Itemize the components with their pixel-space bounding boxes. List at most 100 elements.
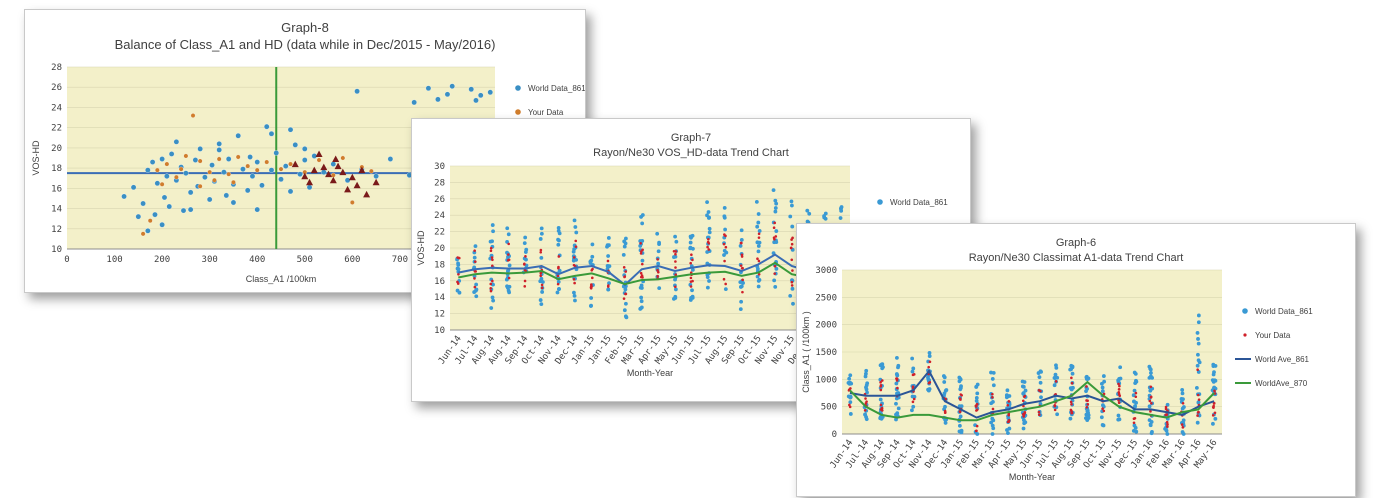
- data-point: [722, 215, 727, 220]
- data-point: [1055, 412, 1060, 417]
- data-point: [1212, 378, 1217, 383]
- data-point: [705, 275, 710, 280]
- data-point: [738, 307, 743, 312]
- data-point-your: [557, 255, 561, 258]
- data-point: [235, 133, 241, 139]
- data-point: [444, 91, 451, 98]
- legend-marker: [515, 109, 521, 115]
- data-point: [974, 385, 979, 389]
- legend-entry: World Data_861: [1255, 307, 1313, 316]
- data-point: [673, 287, 678, 292]
- data-point: [690, 267, 695, 272]
- data-point: [1211, 372, 1216, 377]
- x-tick-label: 600: [344, 255, 360, 265]
- data-point: [263, 123, 270, 130]
- data-point: [690, 233, 695, 238]
- data-point: [911, 366, 916, 371]
- data-point: [523, 235, 528, 240]
- data-point-your: [1148, 399, 1152, 403]
- data-point: [572, 293, 577, 298]
- data-point-triangle: [363, 190, 371, 198]
- chart-title: Graph-6: [1056, 237, 1096, 249]
- y-tick-label: 500: [821, 403, 837, 413]
- data-point-your: [639, 252, 643, 255]
- legend-marker: [877, 199, 883, 205]
- data-point: [369, 168, 374, 174]
- data-point: [254, 167, 260, 173]
- data-point: [1165, 402, 1170, 407]
- data-point: [1165, 432, 1170, 436]
- data-point: [306, 184, 313, 191]
- data-point: [622, 244, 627, 249]
- data-point: [354, 88, 360, 95]
- data-point: [207, 169, 213, 175]
- x-axis-label: Month-Year: [1009, 472, 1055, 482]
- data-point-your: [911, 400, 915, 404]
- data-point: [491, 282, 495, 287]
- data-point-triangle: [310, 166, 318, 174]
- data-point-your: [624, 270, 628, 273]
- data-point: [741, 281, 745, 285]
- data-point: [688, 240, 693, 245]
- legend-entry: World Data_861: [890, 198, 948, 207]
- data-point: [791, 301, 795, 306]
- data-point-triangle: [329, 176, 337, 184]
- data-point-your: [572, 256, 576, 259]
- data-point: [1052, 375, 1057, 380]
- data-point: [506, 269, 510, 274]
- data-point-your: [1070, 381, 1074, 385]
- data-point: [387, 156, 394, 162]
- data-point: [556, 225, 561, 230]
- y-tick-label: 18: [434, 260, 445, 270]
- data-point: [639, 299, 644, 304]
- data-point: [848, 412, 853, 416]
- data-point: [773, 284, 778, 289]
- data-point: [1118, 376, 1123, 381]
- chart-subtitle: Balance of Class_A1 and HD (data while i…: [115, 37, 496, 52]
- data-point-your: [773, 221, 777, 225]
- data-point-your: [773, 272, 776, 275]
- data-point: [490, 295, 495, 300]
- data-point: [894, 412, 898, 417]
- data-point: [152, 211, 158, 218]
- data-point: [135, 213, 142, 220]
- data-point-your: [1037, 410, 1041, 414]
- data-point: [223, 192, 230, 199]
- data-point: [1196, 337, 1200, 341]
- data-point-triangle: [332, 155, 340, 163]
- data-point: [590, 254, 595, 259]
- data-point: [159, 221, 165, 228]
- data-point-your: [756, 257, 759, 261]
- data-point: [1023, 420, 1028, 425]
- data-point-your: [489, 249, 493, 253]
- data-point-your: [1006, 403, 1010, 407]
- data-point: [1132, 388, 1137, 393]
- data-point: [606, 287, 611, 292]
- data-point: [273, 150, 279, 156]
- data-point-your: [1021, 399, 1025, 403]
- data-point-your: [1006, 420, 1010, 424]
- data-point-your: [1117, 391, 1121, 394]
- data-point: [739, 237, 744, 242]
- y-tick-label: 0: [832, 430, 837, 440]
- data-point: [1069, 387, 1074, 392]
- data-point: [1037, 375, 1042, 380]
- data-point: [278, 166, 284, 172]
- data-point: [147, 218, 153, 224]
- data-point: [989, 420, 994, 425]
- y-tick-label: 1500: [815, 348, 837, 358]
- data-point: [1132, 423, 1137, 428]
- data-point: [1195, 363, 1200, 368]
- data-point: [863, 374, 868, 379]
- data-point-your: [974, 429, 978, 433]
- data-point: [507, 263, 512, 268]
- data-point: [622, 308, 627, 313]
- data-point: [805, 208, 810, 213]
- data-point-your: [591, 267, 594, 271]
- data-point-your: [757, 259, 761, 263]
- data-point: [754, 199, 759, 204]
- data-point-your: [674, 266, 677, 269]
- data-point: [168, 151, 175, 157]
- data-point: [254, 159, 260, 165]
- data-point-your: [773, 237, 776, 241]
